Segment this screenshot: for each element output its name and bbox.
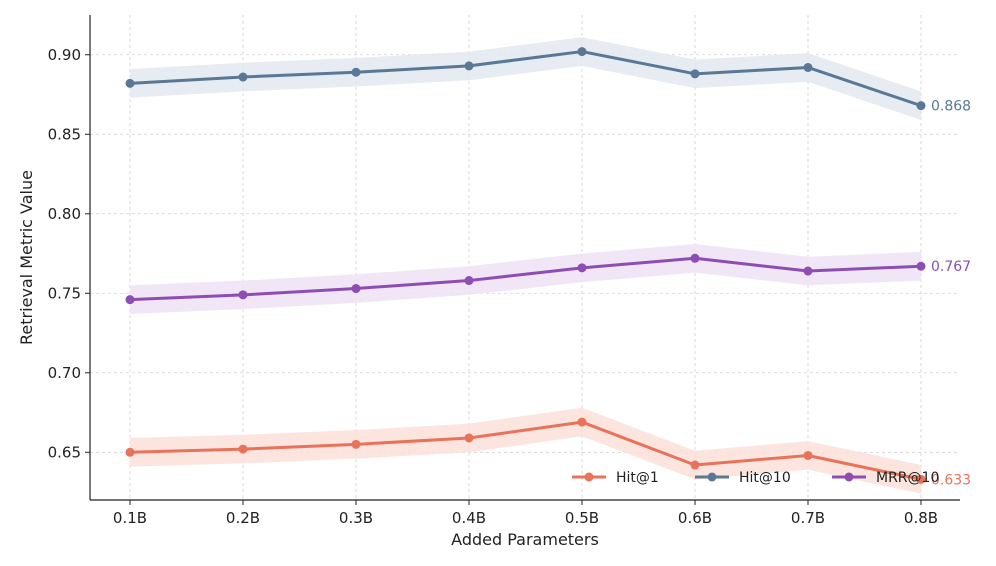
hit1-legend-label: Hit@1 — [616, 470, 659, 486]
x-tick-label: 0.4B — [452, 509, 486, 527]
mrr10-point — [916, 261, 926, 271]
mrr10-legend-label: MRR@10 — [876, 470, 939, 486]
mrr10-point — [803, 266, 813, 276]
x-tick-label: 0.8B — [904, 509, 938, 527]
series-points — [125, 47, 926, 484]
mrr10-end-label: 0.767 — [931, 259, 971, 275]
mrr10-legend-marker — [844, 472, 854, 482]
y-tick-label: 0.75 — [48, 284, 81, 302]
x-tick-label: 0.7B — [791, 509, 825, 527]
hit10-line — [129, 50, 922, 108]
mrr10-point — [690, 253, 700, 263]
hit10-point — [916, 101, 926, 111]
hit10-end-label: 0.868 — [931, 99, 971, 115]
hit10-point — [351, 67, 361, 77]
end-value-labels: 0.633 0.868 0.767 — [931, 99, 971, 489]
mrr10-line — [129, 256, 922, 302]
hit1-confidence-band — [130, 407, 921, 494]
hit1-end-label: 0.633 — [931, 472, 971, 488]
legend: Hit@1 Hit@10 MRR@10 — [572, 470, 939, 486]
hit10-point — [125, 78, 135, 88]
hit1-line — [129, 420, 922, 481]
mrr10-point — [238, 290, 248, 300]
y-axis-title: Retrieval Metric Value — [17, 170, 36, 345]
y-tick-label: 0.85 — [48, 125, 81, 143]
hit10-point — [690, 69, 700, 79]
hit1-point — [464, 433, 474, 443]
hit1-point — [125, 447, 135, 457]
hit10-point — [803, 62, 813, 72]
x-tick-label: 0.3B — [339, 509, 373, 527]
hit10-point — [464, 61, 474, 71]
mrr10-point — [464, 276, 474, 286]
y-tick-label: 0.90 — [48, 46, 81, 64]
axes: 0.65 0.70 0.75 0.80 0.85 0.90 0.1B 0.2B 0.3B 0.4B… — [48, 15, 960, 527]
hit1-point — [238, 444, 248, 454]
hit10-legend-label: Hit@10 — [739, 470, 791, 486]
y-tick-label: 0.80 — [48, 205, 81, 223]
y-tick-label: 0.70 — [48, 364, 81, 382]
hit1-point — [803, 450, 813, 460]
confidence-bands — [130, 37, 921, 494]
mrr10-point — [577, 263, 587, 273]
hit1-point — [577, 417, 587, 427]
hit1-point — [916, 474, 926, 484]
hit1-legend-marker — [584, 472, 594, 482]
x-axis-title: Added Parameters — [451, 530, 599, 549]
mrr10-confidence-band — [130, 243, 921, 314]
hit10-point — [577, 47, 587, 57]
mrr10-point — [351, 284, 361, 294]
x-tick-label: 0.5B — [565, 509, 599, 527]
hit10-legend-marker — [707, 472, 717, 482]
mrr10-point — [125, 295, 135, 305]
hit10-confidence-band — [130, 37, 921, 120]
y-tick-label: 0.65 — [48, 443, 81, 461]
x-tick-label: 0.1B — [113, 509, 147, 527]
hit1-point — [690, 460, 700, 470]
hit10-point — [238, 72, 248, 82]
x-tick-label: 0.6B — [678, 509, 712, 527]
x-tick-label: 0.2B — [226, 509, 260, 527]
series-lines — [129, 50, 922, 481]
hit1-point — [351, 439, 361, 449]
